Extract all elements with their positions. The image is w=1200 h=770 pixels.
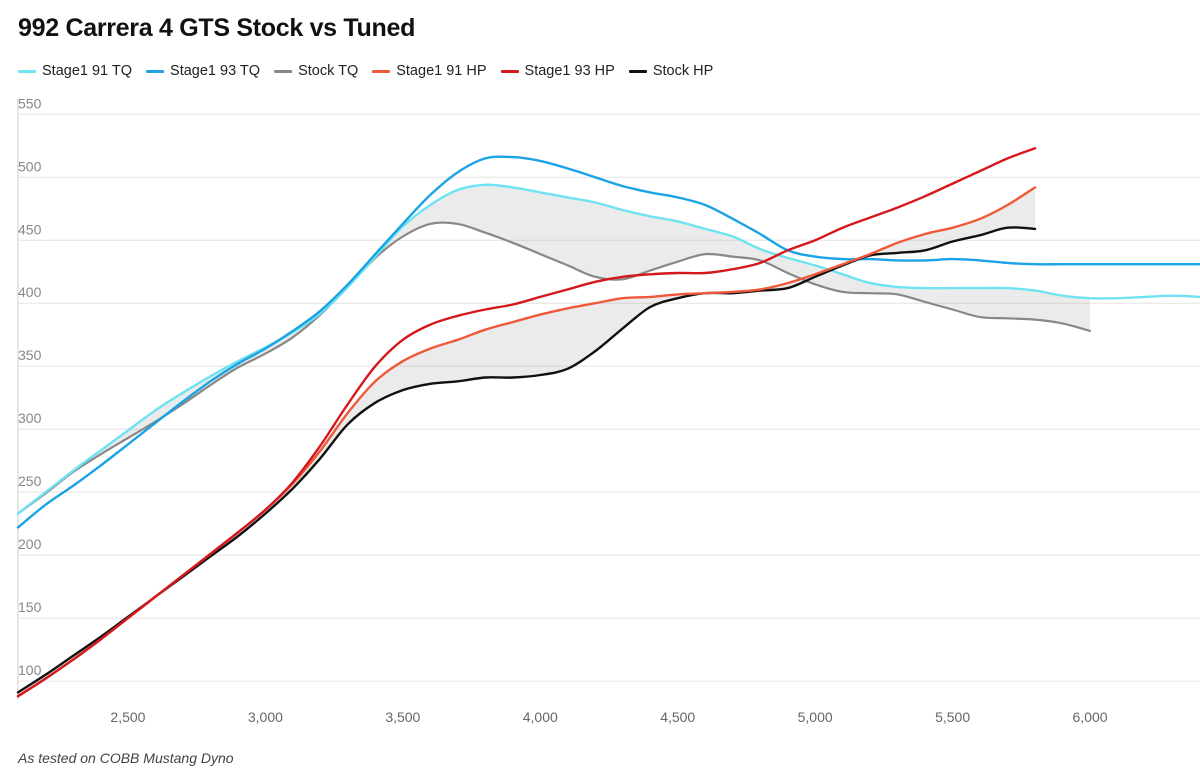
legend-item-stage1-93-hp[interactable]: Stage1 93 HP	[500, 63, 615, 79]
x-tick-label: 3,500	[385, 709, 420, 725]
x-tick-label: 4,000	[523, 709, 558, 725]
line-layer	[16, 147, 1200, 698]
y-tick-label: 450	[18, 221, 42, 237]
legend-label-stage1-91-hp: Stage1 91 HP	[396, 63, 487, 79]
legend-label-stage1-93-tq: Stage1 93 TQ	[170, 63, 261, 79]
legend-label-stock-hp: Stock HP	[652, 63, 714, 79]
hp-gain-band	[18, 187, 1036, 697]
x-tick-label: 3,000	[248, 709, 283, 725]
y-tick-label: 200	[18, 536, 42, 552]
series-line-stage1-93-tq	[16, 155, 1200, 529]
chart-legend: Stage1 91 TQ Stage1 93 TQ Stock TQ Stage…	[18, 63, 713, 79]
legend-swatch-stage1-91-hp	[372, 69, 391, 73]
legend-item-stage1-93-tq[interactable]: Stage1 93 TQ	[146, 63, 260, 79]
y-tick-label: 150	[18, 599, 42, 615]
tq-gain-band	[18, 184, 1090, 514]
x-tick-label: 6,000	[1073, 709, 1108, 725]
x-tick-label: 4,500	[660, 709, 695, 725]
y-tick-label: 550	[18, 95, 42, 111]
fill-layer	[18, 184, 1090, 697]
legend-swatch-stock-hp	[628, 69, 647, 73]
legend-label-stage1-93-hp: Stage1 93 HP	[524, 63, 615, 79]
series-line-stage1-91-hp	[16, 186, 1037, 698]
y-tick-label: 350	[18, 347, 42, 363]
series-line-stage1-93-hp	[16, 147, 1037, 698]
legend-item-stock-tq[interactable]: Stock TQ	[274, 63, 358, 79]
y-tick-label: 100	[18, 662, 42, 678]
legend-swatch-stage1-93-tq	[146, 69, 165, 73]
y-tick-label: 400	[18, 284, 42, 300]
x-tick-label: 5,000	[798, 709, 833, 725]
y-tick-label: 500	[18, 158, 42, 174]
x-tick-label: 2,500	[110, 709, 145, 725]
legend-swatch-stage1-93-hp	[500, 69, 519, 73]
series-line-stage1-91-tq	[16, 183, 1200, 515]
grid-layer	[17, 98, 1200, 700]
axis-layer: 100 150 200 250 300 350 400 450 500 550 2,500 3,000…	[18, 95, 1108, 725]
y-tick-label: 250	[18, 473, 42, 489]
chart-title: 992 Carrera 4 GTS Stock vs Tuned	[18, 14, 416, 42]
legend-swatch-stock-tq	[274, 69, 293, 73]
legend-item-stage1-91-tq[interactable]: Stage1 91 TQ	[18, 63, 132, 79]
legend-item-stage1-91-hp[interactable]: Stage1 91 HP	[372, 63, 487, 79]
y-tick-label: 300	[18, 410, 42, 426]
legend-item-stock-hp[interactable]: Stock HP	[628, 63, 714, 79]
x-tick-label: 5,500	[935, 709, 970, 725]
footnote: As tested on COBB Mustang Dyno	[18, 750, 234, 766]
legend-label-stage1-91-tq: Stage1 91 TQ	[42, 63, 133, 79]
legend-label-stock-tq: Stock TQ	[298, 63, 359, 79]
series-line-stock-hp	[16, 226, 1037, 694]
legend-swatch-stage1-91-tq	[18, 69, 36, 73]
series-line-stock-tq	[16, 221, 1092, 515]
